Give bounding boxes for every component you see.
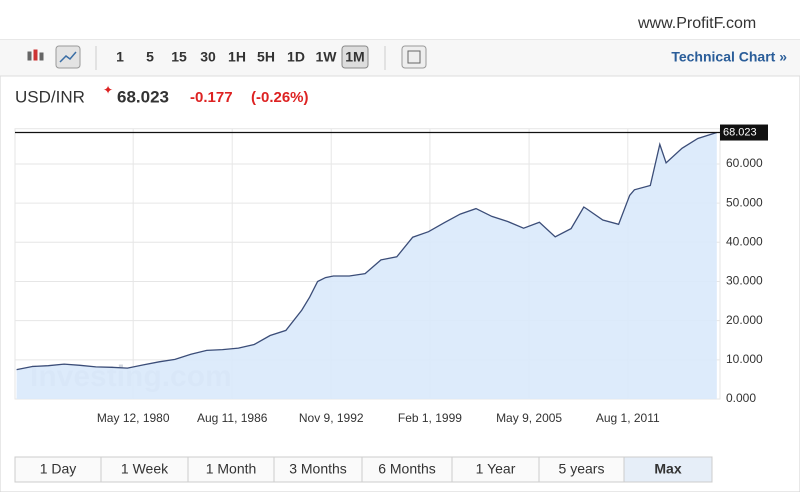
range-button[interactable]: 5 years	[559, 461, 605, 477]
y-tick-label: 0.000	[726, 391, 756, 405]
interval-button[interactable]: 1M	[345, 49, 364, 65]
change-pct: (-0.26%)	[251, 89, 309, 106]
change: -0.177	[190, 89, 233, 106]
interval-button[interactable]: 15	[171, 49, 187, 65]
interval-button[interactable]: 30	[200, 49, 216, 65]
down-marker: ✦	[103, 83, 113, 97]
toolbar	[0, 40, 800, 76]
y-tick-label: 20.000	[726, 313, 763, 327]
technical-chart-link[interactable]: Technical Chart »	[671, 49, 787, 65]
y-tick-label: 40.000	[726, 234, 763, 248]
x-tick-label: Feb 1, 1999	[398, 411, 462, 425]
price: 68.023	[117, 87, 169, 106]
area-fill	[16, 132, 717, 399]
line	[16, 131, 717, 371]
range-button-bg	[100, 456, 189, 483]
range-button[interactable]: 6 Months	[378, 461, 436, 477]
y-tick-label: 50.000	[726, 195, 763, 209]
y-tick-label: 30.000	[726, 274, 763, 288]
x-tick-label: Nov 9, 1992	[299, 411, 364, 425]
watermark: www.ProfitF.com	[637, 15, 756, 32]
interval-button[interactable]: 1	[116, 49, 124, 65]
x-tick-label: Aug 1, 2011	[596, 411, 660, 425]
y-tick-label: 10.000	[726, 352, 763, 366]
range-button[interactable]: Max	[654, 461, 681, 477]
x-tick-label: May 12, 1980	[97, 411, 170, 425]
range-button-bg	[361, 456, 453, 483]
range-button[interactable]: 1 Week	[121, 461, 169, 477]
x-tick-label: May 9, 2005	[496, 411, 562, 425]
range-button-bg	[273, 456, 363, 483]
range-button-bg	[623, 456, 713, 483]
candle-icon[interactable]	[27, 49, 44, 61]
price-box	[720, 124, 768, 141]
symbol: USD/INR	[15, 87, 85, 106]
range-button[interactable]: 1 Day	[40, 461, 77, 477]
interval-button[interactable]: 1H	[228, 49, 246, 65]
y-tick-label: 60.000	[726, 156, 763, 170]
range-button-bg	[538, 456, 625, 483]
range-button[interactable]: 1 Year	[476, 461, 516, 477]
x-tick-label: Aug 11, 1986	[197, 411, 268, 425]
interval-button[interactable]: 1D	[287, 49, 305, 65]
price-label: 68.023	[723, 126, 757, 138]
interval-button[interactable]: 1W	[316, 49, 338, 65]
range-button[interactable]: 3 Months	[289, 461, 347, 477]
interval-button[interactable]: 5	[146, 49, 154, 65]
interval-active	[341, 45, 369, 69]
settings-icon[interactable]	[401, 45, 427, 69]
interval-button[interactable]: 5H	[257, 49, 275, 65]
range-button[interactable]: 1 Month	[206, 461, 257, 477]
